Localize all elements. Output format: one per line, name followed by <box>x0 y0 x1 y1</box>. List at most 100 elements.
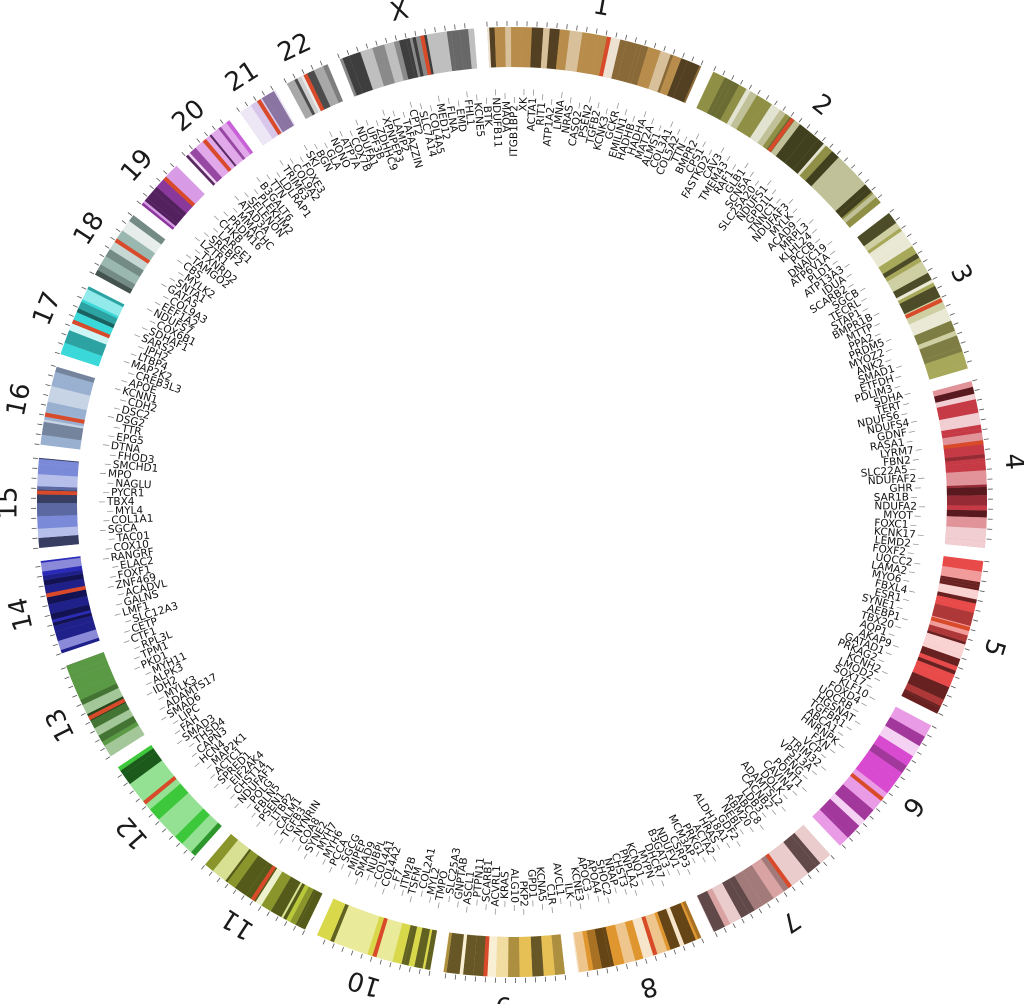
gene-marker <box>597 102 600 109</box>
chromosome-band <box>555 29 570 71</box>
chromosome-band <box>586 929 602 970</box>
gene-marker <box>861 297 867 302</box>
gene-label: MYL2 <box>425 866 442 896</box>
chromosome-band <box>875 240 910 265</box>
tick-mark <box>767 903 771 909</box>
gene-marker <box>895 625 902 629</box>
chromosome-band <box>436 31 453 73</box>
chromosome-band <box>934 386 975 403</box>
gene-label: PKP2 <box>517 880 530 907</box>
chromosome-band <box>896 279 934 302</box>
chromosome-band <box>819 166 857 203</box>
gene-marker <box>430 105 433 112</box>
chromosome-band <box>878 245 917 275</box>
tick-mark <box>50 364 56 367</box>
chromosome-band <box>250 100 280 139</box>
gene-marker <box>759 824 764 830</box>
chromosome-band <box>914 320 956 346</box>
gene-marker <box>885 349 892 352</box>
gene-marker <box>134 666 141 670</box>
gene-marker <box>349 130 353 137</box>
tick-mark <box>814 130 819 135</box>
chromosome-band <box>869 230 904 256</box>
gene-marker <box>666 869 670 876</box>
gene-label: PYCR1 <box>111 487 145 500</box>
gene-marker <box>844 263 850 268</box>
chromosome-band <box>294 78 316 116</box>
chromosome-band <box>64 330 107 357</box>
tick-mark <box>625 34 628 40</box>
chromosome-band <box>821 798 860 836</box>
chromosome-band <box>579 32 599 75</box>
chromosome-band <box>861 755 899 785</box>
gene-marker <box>692 857 696 864</box>
gene-label: NDUFA2 <box>874 500 917 513</box>
chromosome-band <box>696 71 725 114</box>
chromosome-band <box>573 931 589 973</box>
gene-label: NRAS <box>560 104 576 134</box>
chromosome-band <box>118 746 154 771</box>
gene-marker <box>589 96 591 103</box>
tick-mark <box>454 24 456 30</box>
gene-marker <box>476 94 478 101</box>
gene-marker <box>125 620 132 623</box>
gene-label: TBX4 <box>106 496 135 508</box>
chromosome-band <box>57 629 99 651</box>
chromosome-band <box>122 220 162 254</box>
tick-mark <box>346 50 350 56</box>
centromere-band <box>256 99 282 136</box>
centromere-band <box>372 917 388 958</box>
gene-marker <box>885 338 892 342</box>
gene-label: SAR1B <box>874 491 909 503</box>
tick-mark <box>136 200 142 205</box>
chromosome-band <box>760 854 791 892</box>
chromosome-band <box>102 721 139 746</box>
chromosome-label-13: 13 <box>40 703 82 746</box>
tick-mark <box>224 883 229 889</box>
chromosome-band <box>117 744 153 769</box>
gene-marker <box>107 585 114 588</box>
tick-mark <box>748 84 752 90</box>
gene-marker <box>862 308 868 312</box>
chromosome-band <box>446 30 457 72</box>
chromosome-band <box>937 583 979 600</box>
gene-marker <box>712 855 716 862</box>
gene-label: GPD1 <box>525 869 539 899</box>
chromosome-band <box>182 814 219 853</box>
gene-marker <box>266 174 271 180</box>
tick-mark <box>161 828 167 833</box>
gene-marker <box>213 783 219 789</box>
chromosome-band <box>443 932 450 973</box>
centromere-band <box>904 298 943 319</box>
tick-mark <box>76 703 82 707</box>
chromosome-band <box>863 222 901 252</box>
gene-marker <box>117 593 124 596</box>
centromere-band <box>943 440 984 450</box>
gene-marker <box>303 853 308 860</box>
chromosome-ticks <box>31 21 993 983</box>
chromosome-label-17: 17 <box>27 288 67 330</box>
gene-marker <box>695 133 700 140</box>
tick-mark <box>774 100 778 106</box>
tick-mark <box>270 85 274 91</box>
tick-mark <box>713 66 717 72</box>
gene-label: KRAS <box>499 871 511 899</box>
chromosome-band <box>546 28 560 70</box>
gene-marker <box>232 207 238 213</box>
chromosome-band <box>892 272 932 299</box>
chromosome-band <box>830 793 865 827</box>
tick-mark <box>932 276 938 280</box>
gene-marker <box>641 879 644 886</box>
tick-mark <box>95 739 100 743</box>
tick-mark <box>414 30 417 36</box>
gene-marker <box>279 160 284 166</box>
gene-label: RANGRF <box>110 546 155 564</box>
chromosome-band <box>706 77 729 115</box>
gene-marker <box>569 97 572 104</box>
tick-mark <box>40 595 46 598</box>
gene-marker <box>254 189 259 195</box>
chromosome-band <box>446 932 464 975</box>
chromosome-band <box>636 47 661 89</box>
gene-marker <box>355 119 359 126</box>
tick-mark <box>47 624 53 627</box>
